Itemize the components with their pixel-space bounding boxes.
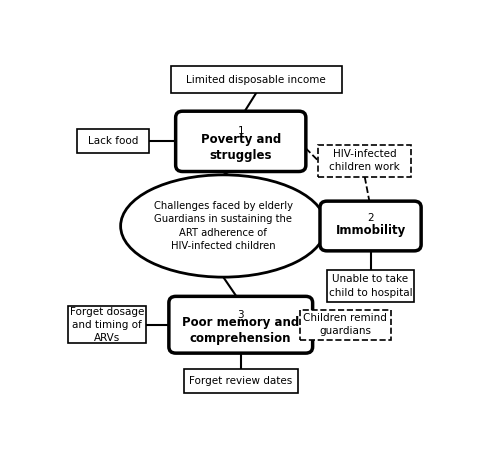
- Text: Immobility: Immobility: [336, 224, 406, 237]
- Text: Poor memory and
comprehension: Poor memory and comprehension: [182, 316, 300, 344]
- Text: Limited disposable income: Limited disposable income: [186, 75, 326, 85]
- Text: Lack food: Lack food: [88, 136, 138, 147]
- FancyBboxPatch shape: [327, 270, 414, 302]
- Text: Children remind
guardians: Children remind guardians: [304, 313, 388, 336]
- FancyBboxPatch shape: [320, 201, 421, 251]
- Text: Poverty and
struggles: Poverty and struggles: [200, 132, 281, 162]
- FancyBboxPatch shape: [176, 111, 306, 171]
- FancyBboxPatch shape: [77, 129, 148, 153]
- Text: Challenges faced by elderly
Guardians in sustaining the
ART adherence of
HIV-inf: Challenges faced by elderly Guardians in…: [154, 201, 293, 251]
- FancyBboxPatch shape: [184, 369, 298, 393]
- Text: 3: 3: [238, 310, 244, 320]
- Ellipse shape: [120, 175, 326, 277]
- FancyBboxPatch shape: [169, 296, 312, 353]
- Text: Forget dosage
and timing of
ARVs: Forget dosage and timing of ARVs: [70, 306, 144, 343]
- Text: HIV-infected
children work: HIV-infected children work: [330, 149, 400, 172]
- FancyBboxPatch shape: [68, 306, 146, 343]
- Text: Unable to take
child to hospital: Unable to take child to hospital: [329, 274, 412, 298]
- Text: 2: 2: [367, 213, 374, 223]
- Text: 1: 1: [238, 126, 244, 136]
- FancyBboxPatch shape: [171, 66, 342, 93]
- FancyBboxPatch shape: [318, 145, 411, 177]
- Text: Forget review dates: Forget review dates: [189, 376, 292, 386]
- FancyBboxPatch shape: [300, 310, 391, 340]
